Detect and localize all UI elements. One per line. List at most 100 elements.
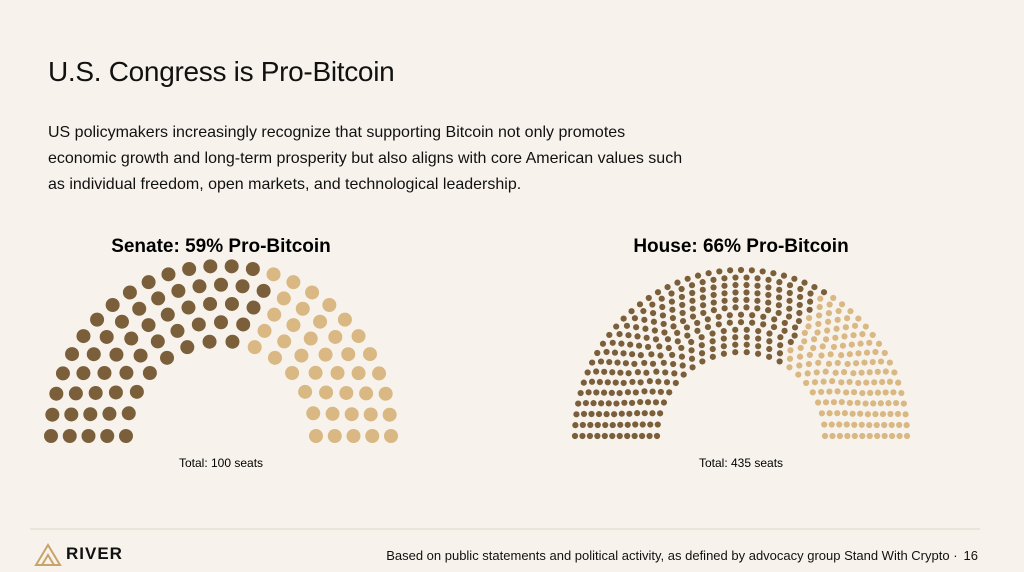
seat	[597, 358, 605, 365]
seat	[670, 360, 677, 368]
seat	[786, 297, 793, 304]
seat	[898, 389, 905, 397]
seat	[672, 379, 679, 387]
seat	[765, 299, 772, 306]
seat	[859, 432, 866, 440]
seat	[839, 342, 847, 349]
seat	[855, 350, 862, 357]
seat	[830, 399, 838, 406]
seat	[780, 272, 788, 279]
seat	[678, 285, 685, 293]
seat	[699, 279, 706, 286]
seat	[858, 369, 865, 376]
seat	[637, 352, 644, 359]
seat	[303, 331, 318, 346]
seat	[841, 410, 848, 417]
seat	[881, 432, 888, 440]
seat	[760, 321, 767, 328]
seat	[623, 322, 631, 329]
seat	[141, 318, 156, 333]
seat	[811, 379, 819, 386]
seat	[857, 340, 864, 347]
seat	[674, 279, 681, 286]
seat	[861, 359, 868, 366]
seat	[596, 378, 603, 386]
seat	[647, 421, 654, 428]
seat	[286, 318, 301, 333]
seat	[573, 411, 580, 418]
seat	[114, 314, 129, 329]
seat	[634, 333, 641, 340]
seat	[886, 359, 893, 366]
seat	[806, 351, 813, 359]
seat	[609, 432, 616, 440]
seat	[294, 348, 309, 363]
seat	[634, 369, 641, 376]
seat	[874, 432, 881, 440]
seat	[841, 333, 848, 340]
seat	[614, 359, 621, 366]
seat	[588, 410, 595, 418]
seat	[49, 386, 64, 401]
seat	[648, 351, 655, 358]
seat	[828, 421, 835, 428]
seat	[866, 369, 873, 376]
seat	[638, 432, 646, 440]
seat	[65, 347, 80, 362]
page-number: 16	[963, 548, 978, 563]
seat	[843, 389, 850, 396]
seat	[151, 291, 166, 306]
seat	[689, 297, 696, 304]
seat	[765, 291, 772, 299]
seat	[853, 360, 860, 367]
logo-icon	[34, 543, 62, 566]
seat	[834, 316, 841, 323]
seat	[821, 421, 828, 428]
seat	[796, 293, 804, 301]
seat	[624, 432, 631, 440]
seat	[203, 259, 218, 274]
seat	[710, 307, 717, 314]
seat	[609, 369, 616, 376]
seat	[786, 364, 793, 371]
seat	[863, 349, 871, 356]
seat	[629, 378, 636, 386]
seat	[709, 353, 716, 360]
seat	[571, 432, 579, 440]
seat	[266, 267, 281, 282]
seat	[616, 432, 623, 440]
seat	[737, 319, 745, 326]
seat	[807, 290, 814, 297]
seat	[810, 336, 818, 343]
chart-subtitle: Total: 435 seats	[699, 456, 783, 470]
seat	[820, 378, 827, 385]
seat	[795, 317, 803, 325]
seat	[820, 289, 828, 296]
seat	[318, 347, 333, 362]
seat	[882, 368, 889, 375]
seat	[857, 410, 864, 417]
seat	[871, 379, 878, 386]
seat	[822, 399, 830, 406]
source-note: Based on public statements and political…	[386, 548, 958, 563]
seat	[866, 432, 873, 440]
seat	[785, 313, 793, 320]
seat	[727, 267, 734, 274]
seat	[709, 338, 716, 345]
seat	[749, 312, 756, 319]
seat	[797, 344, 804, 352]
seat	[161, 267, 176, 282]
seat	[612, 379, 619, 386]
seat	[838, 352, 845, 359]
seat	[600, 389, 608, 396]
seat	[372, 366, 387, 381]
seat	[689, 305, 696, 312]
seat	[888, 432, 896, 440]
seat	[848, 341, 855, 348]
seat	[891, 369, 898, 376]
seat	[595, 410, 603, 418]
seat	[659, 303, 666, 311]
seat	[834, 388, 841, 395]
seat	[770, 270, 777, 277]
seat	[700, 309, 707, 317]
